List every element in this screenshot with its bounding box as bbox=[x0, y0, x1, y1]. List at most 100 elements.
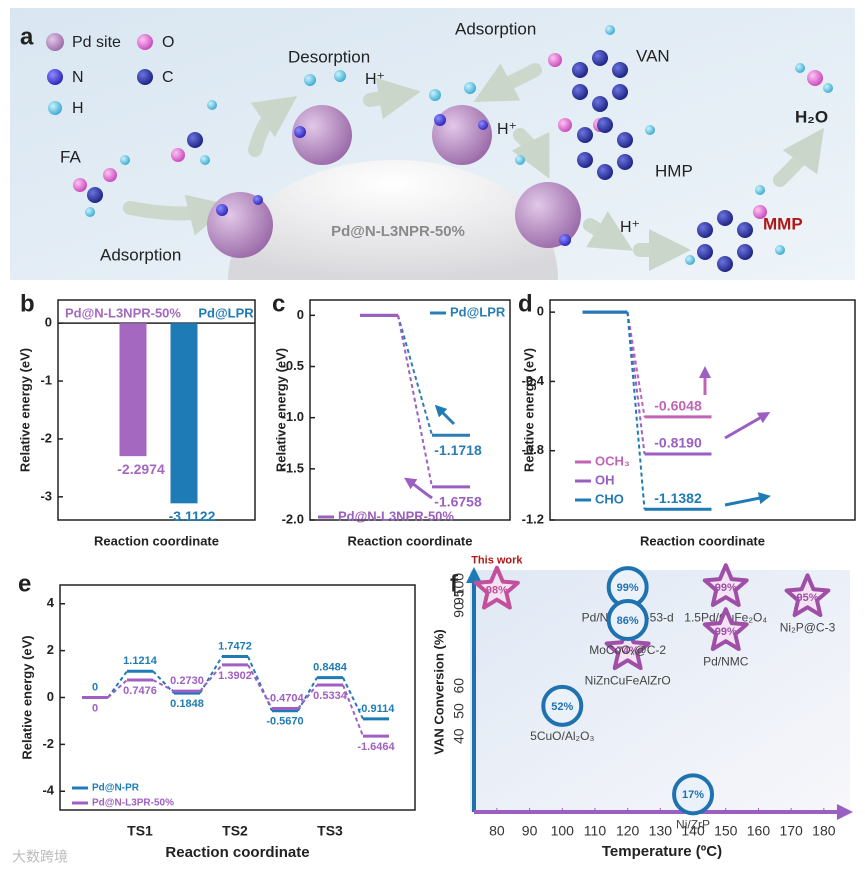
y-tick-label: -4 bbox=[42, 783, 54, 798]
panel-label: c bbox=[272, 290, 285, 317]
value-label: -1.6758 bbox=[434, 494, 482, 510]
value-label: -1.6464 bbox=[357, 741, 395, 753]
x-tick-label: 130 bbox=[649, 823, 673, 839]
value-label: 1.1214 bbox=[123, 655, 158, 667]
value-label: 1.3902 bbox=[218, 670, 252, 682]
y-tick-label: -0.4 bbox=[522, 373, 545, 388]
panel-label: e bbox=[18, 570, 31, 597]
point-label: This work bbox=[471, 555, 523, 567]
legend-label: OH bbox=[595, 472, 615, 487]
star-marker bbox=[702, 607, 749, 651]
connector bbox=[152, 670, 175, 694]
value-label: 0.8484 bbox=[313, 662, 348, 674]
plot-frame bbox=[309, 299, 511, 521]
x-tick-label: 170 bbox=[779, 823, 803, 839]
connector bbox=[247, 656, 273, 712]
y-tick-label: 0 bbox=[537, 304, 544, 319]
plot-frame bbox=[59, 584, 416, 811]
x-tick-label: 180 bbox=[812, 823, 836, 839]
label: Adsorption bbox=[100, 245, 181, 264]
circle-marker bbox=[672, 773, 715, 816]
y-tick-label: 60 bbox=[451, 678, 467, 694]
connector bbox=[297, 684, 318, 710]
arrow bbox=[404, 477, 433, 500]
label: HMP bbox=[655, 161, 693, 180]
connector bbox=[107, 679, 128, 699]
arrow bbox=[434, 404, 456, 426]
point-label: Ni₂P@C-3 bbox=[780, 620, 836, 634]
point-label: Ni/ZrP bbox=[676, 817, 710, 831]
x-tick-label: 140 bbox=[681, 823, 705, 839]
arrows bbox=[123, 63, 825, 271]
value-label: 0.1848 bbox=[170, 698, 204, 710]
connector bbox=[199, 656, 223, 694]
panel-label: b bbox=[20, 290, 35, 317]
label: Pd@N-L3NPR-50% bbox=[331, 223, 465, 240]
x-tick-label: TS1 bbox=[127, 823, 153, 839]
point-label: NiZnCuFeAlZrO bbox=[585, 673, 671, 687]
legend-label: O bbox=[162, 34, 174, 51]
y-tick-label: -0.5 bbox=[282, 358, 304, 373]
x-tick-label: 110 bbox=[584, 823, 607, 839]
y-tick-label: -2.0 bbox=[282, 511, 304, 526]
value-label: 95% bbox=[796, 592, 818, 604]
value-label: 86% bbox=[617, 615, 639, 627]
value-label: 52% bbox=[551, 701, 573, 713]
y-axis-label: Relative energy (eV) bbox=[19, 635, 34, 759]
panel-background bbox=[470, 570, 850, 812]
y-tick-label: 50 bbox=[451, 703, 467, 719]
x-tick-label: TS2 bbox=[222, 823, 248, 839]
legend-label: Pd@N-L3NPR-50% bbox=[338, 508, 454, 523]
connector bbox=[342, 677, 364, 720]
value-label: -0.4704 bbox=[266, 692, 304, 704]
point-label: Pd/NMC bbox=[703, 654, 749, 668]
y-tick-label: -0.8 bbox=[522, 442, 544, 457]
legend-label: H bbox=[72, 100, 84, 117]
label: Desorption bbox=[288, 47, 370, 66]
value-label: 0.5334 bbox=[313, 690, 348, 702]
x-tick-label: 150 bbox=[714, 823, 738, 839]
y-tick-label: -2 bbox=[42, 736, 54, 751]
label: FA bbox=[60, 147, 81, 166]
x-tick-label: 90 bbox=[522, 823, 538, 839]
value-label: 0.7476 bbox=[123, 685, 157, 697]
value-label: -1.1718 bbox=[434, 442, 482, 458]
arrow bbox=[724, 492, 771, 507]
point-label: 5CuO/Al₂O₃ bbox=[530, 729, 594, 743]
label: H⁺ bbox=[365, 71, 385, 88]
value-label: -0.8190 bbox=[654, 435, 702, 451]
legend-label: CHO bbox=[595, 491, 624, 506]
x-tick-label: 100 bbox=[551, 823, 575, 839]
value-label: 17% bbox=[682, 789, 704, 801]
star-marker bbox=[702, 563, 749, 607]
category-label: Pd@LPR bbox=[198, 306, 254, 321]
molecules bbox=[46, 25, 833, 272]
legend-label: OCH₃ bbox=[595, 453, 630, 468]
y-tick-label: -1.5 bbox=[282, 460, 304, 475]
circle-marker bbox=[606, 599, 649, 641]
y-axis-label: VAN Conversion (%) bbox=[431, 629, 446, 754]
connector bbox=[342, 684, 364, 737]
y-tick-label: 0 bbox=[45, 315, 52, 330]
support-dome bbox=[228, 160, 558, 280]
value-label: 99% bbox=[617, 582, 639, 594]
y-axis-label: Relative energy (eV) bbox=[273, 348, 288, 472]
value-label: 99% bbox=[715, 582, 737, 594]
bar bbox=[119, 323, 147, 457]
y-tick-label: 100 bbox=[451, 573, 467, 597]
x-axis-label: Reaction coordinate bbox=[348, 533, 473, 548]
pd-particles bbox=[207, 105, 581, 258]
point-label: MoCoOₓ@C-2 bbox=[589, 643, 666, 657]
value-label: -1.1382 bbox=[654, 490, 702, 506]
y-tick-label: 4 bbox=[47, 595, 55, 610]
y-tick-label: -1 bbox=[40, 372, 52, 387]
y-tick-label: 90 bbox=[451, 602, 467, 618]
connector bbox=[247, 664, 273, 710]
y-tick-label: 0 bbox=[47, 689, 54, 704]
y-tick-label: -3 bbox=[40, 488, 52, 503]
x-axis-label: Reaction coordinate bbox=[640, 533, 765, 548]
arrow bbox=[724, 412, 771, 440]
panel-label: f bbox=[450, 570, 459, 597]
value-label: -2.2974 bbox=[117, 461, 165, 477]
